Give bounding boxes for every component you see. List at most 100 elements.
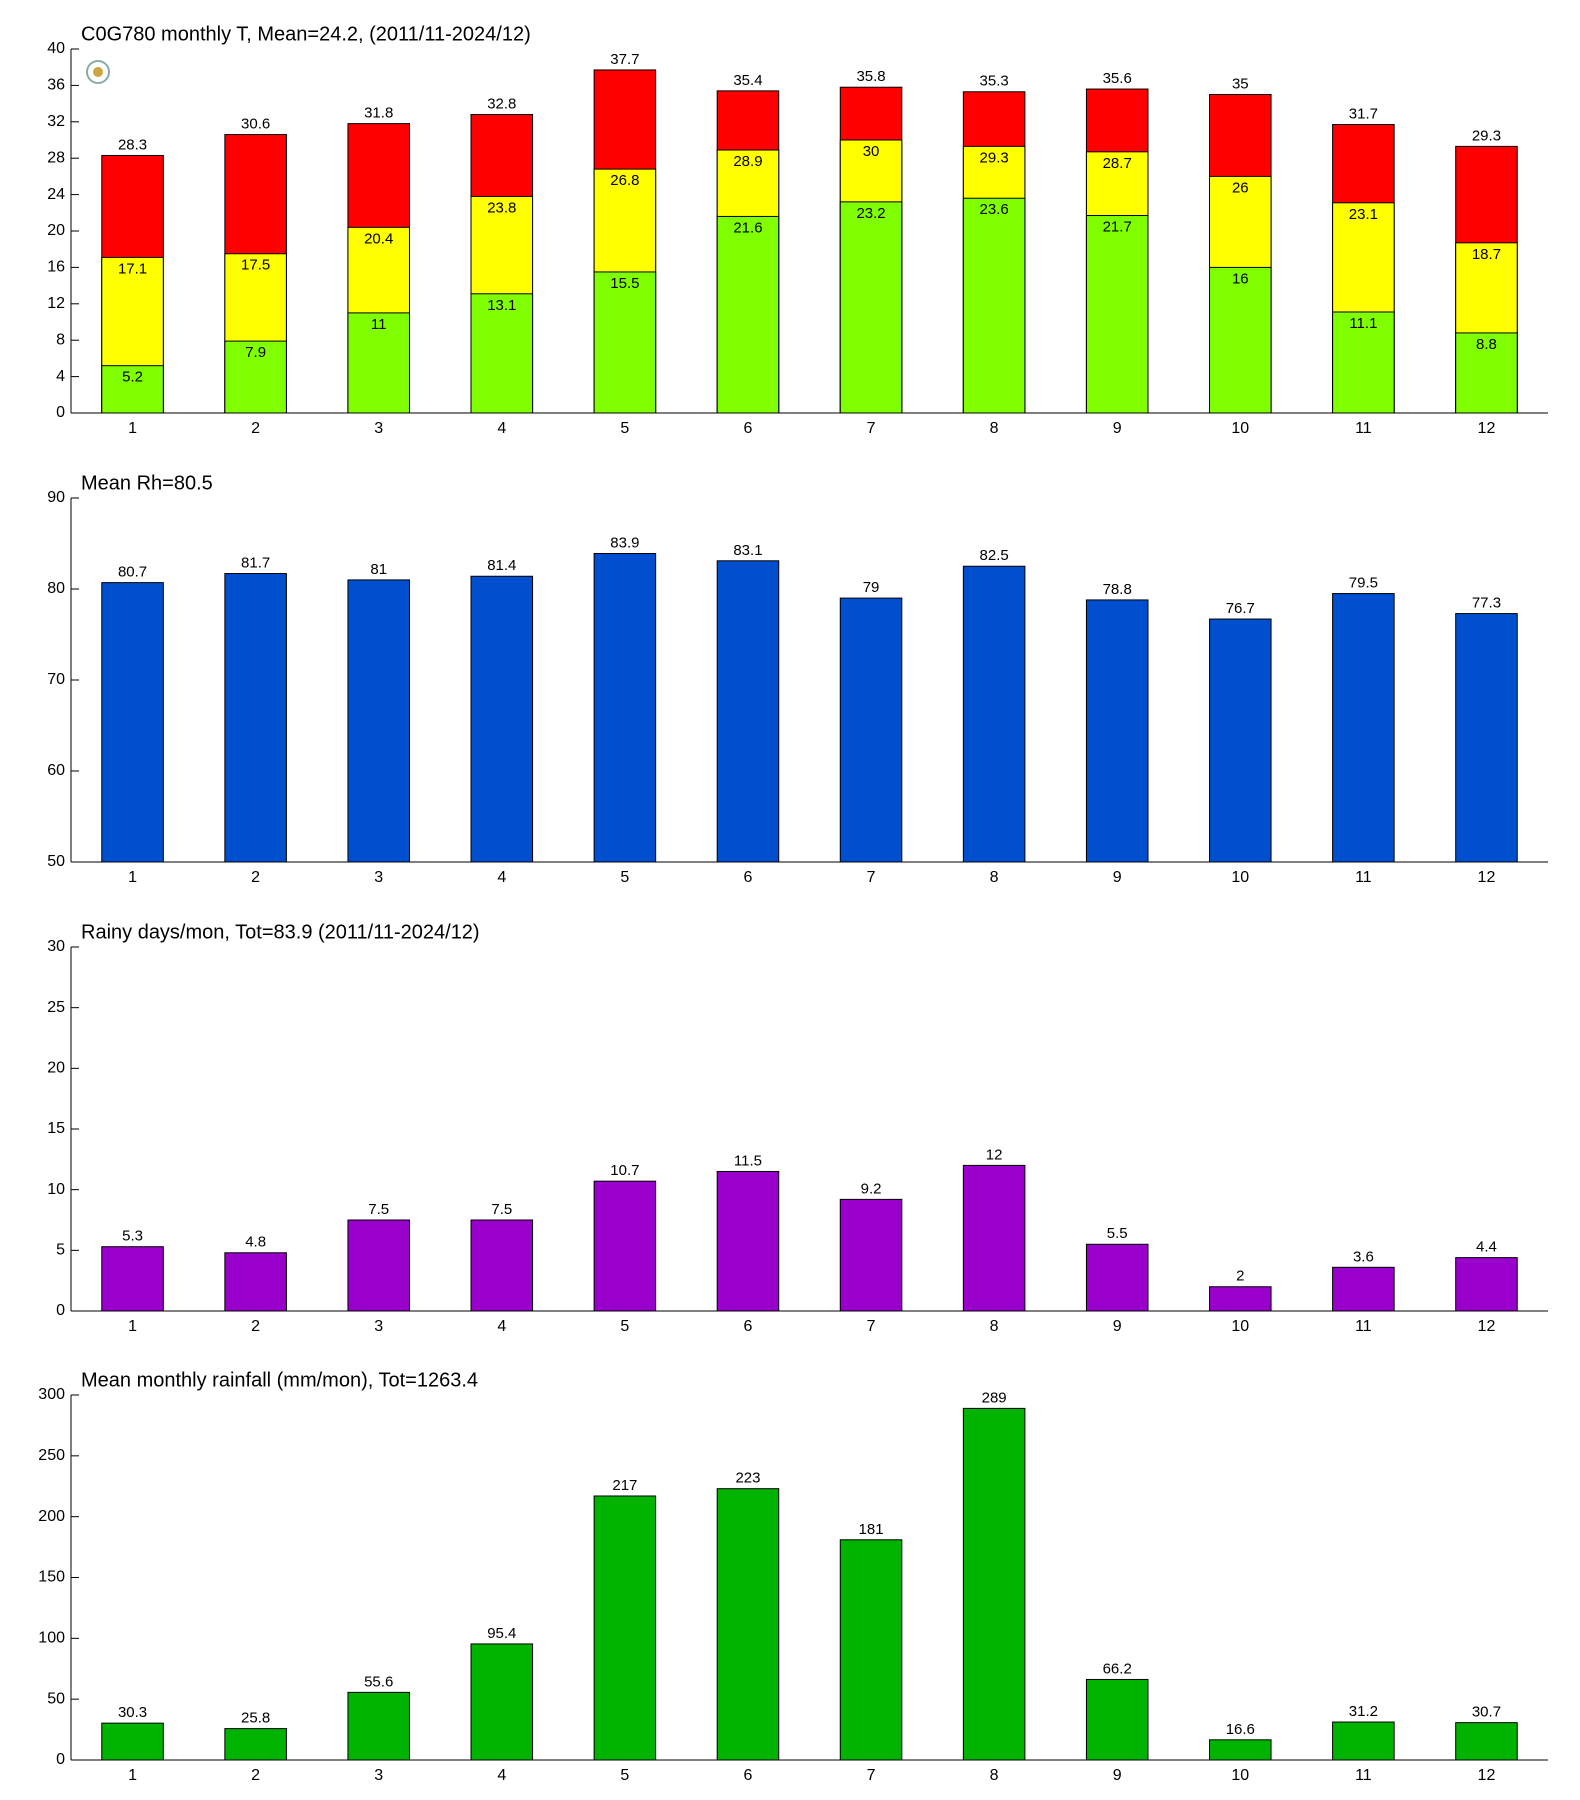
value-label: 25.8 [241,1710,270,1727]
value-label: 30.6 [241,116,270,133]
value-label: 95.4 [487,1625,516,1642]
x-tick-label: 11 [1355,420,1372,437]
bar [1332,593,1395,863]
bar [224,1252,287,1312]
value-label: 5.3 [122,1228,143,1245]
bar [1085,215,1149,414]
x-tick-label: 9 [1113,420,1122,437]
value-label: 31.7 [1349,105,1378,122]
value-label: 3.6 [1353,1248,1374,1265]
value-label: 23.8 [487,199,516,216]
value-label: 32.8 [487,95,516,112]
value-label: 76.7 [1226,600,1255,617]
value-label: 35.3 [980,73,1009,90]
value-label: 15.5 [610,275,639,292]
value-label: 11 [371,316,387,333]
value-label: 16 [1232,270,1249,287]
bar [224,340,287,414]
y-tick-label: 8 [56,331,65,348]
bar [101,582,164,863]
y-tick-label: 50 [47,1690,65,1707]
y-tick-label: 4 [56,368,65,385]
value-label: 31.2 [1349,1703,1378,1720]
y-tick-label: 50 [47,853,65,870]
bar [101,1246,164,1312]
bar [224,1728,287,1761]
x-tick-label: 10 [1231,420,1249,437]
value-label: 18.7 [1472,246,1501,263]
bar [347,579,410,863]
value-label: 30.7 [1472,1704,1501,1721]
value-label: 26 [1232,179,1249,196]
x-tick-label: 6 [744,420,753,437]
bar [224,573,287,863]
x-tick-label: 3 [374,869,383,886]
x-tick-label: 1 [128,1767,137,1784]
value-label: 23.6 [980,201,1009,218]
x-tick-label: 8 [990,869,999,886]
x-tick-label: 12 [1478,869,1496,886]
x-tick-label: 1 [128,869,137,886]
x-tick-label: 2 [251,869,260,886]
value-label: 17.1 [118,260,147,277]
x-tick-label: 9 [1113,1318,1122,1335]
bar [1332,1721,1395,1761]
value-label: 28.9 [733,153,762,170]
value-label: 28.3 [118,136,147,153]
bar [593,1495,657,1761]
bar [962,565,1026,863]
bar [101,1722,164,1761]
value-label: 5.2 [122,369,143,386]
value-label: 21.6 [733,219,762,236]
value-label: 11.5 [734,1152,762,1169]
x-tick-label: 4 [497,1767,506,1784]
y-tick-label: 10 [47,1181,65,1198]
value-label: 289 [982,1389,1007,1406]
y-tick-label: 40 [47,40,65,57]
value-label: 35.4 [733,72,762,89]
x-tick-label: 11 [1355,869,1372,886]
bar [1209,266,1272,414]
y-tick-label: 0 [56,1302,65,1319]
chart-title: Mean Rh=80.5 [81,472,213,494]
value-label: 83.1 [733,542,762,559]
value-label: 66.2 [1103,1660,1132,1677]
bar [347,1691,410,1761]
bar [1085,1678,1149,1761]
value-label: 35 [1232,75,1249,92]
value-label: 4.4 [1476,1239,1497,1256]
x-tick-label: 5 [620,1767,629,1784]
logo-emblem [93,67,103,77]
bar [347,1219,410,1312]
value-label: 10.7 [610,1162,639,1179]
bar [593,553,657,863]
y-tick-label: 60 [47,762,65,779]
y-tick-label: 32 [47,113,65,130]
x-tick-label: 5 [620,420,629,437]
y-tick-label: 20 [47,222,65,239]
x-tick-label: 7 [867,420,876,437]
bar [839,597,903,863]
value-label: 8.8 [1476,336,1497,353]
x-tick-label: 7 [867,1767,876,1784]
bar [1209,1286,1272,1312]
value-label: 35.6 [1103,70,1132,87]
y-tick-label: 16 [47,259,65,276]
y-tick-label: 0 [56,1751,65,1768]
bar [962,197,1026,414]
value-label: 77.3 [1472,595,1501,612]
value-label: 23.2 [856,205,885,222]
value-label: 55.6 [364,1673,393,1690]
value-label: 7.9 [245,344,266,361]
x-tick-label: 4 [497,869,506,886]
value-label: 16.6 [1226,1721,1255,1738]
value-label: 28.7 [1103,155,1132,172]
y-tick-label: 24 [47,186,65,203]
value-label: 223 [735,1470,760,1487]
x-tick-label: 9 [1113,869,1122,886]
x-tick-label: 10 [1231,869,1249,886]
x-tick-label: 6 [744,1318,753,1335]
bar [1085,599,1149,863]
